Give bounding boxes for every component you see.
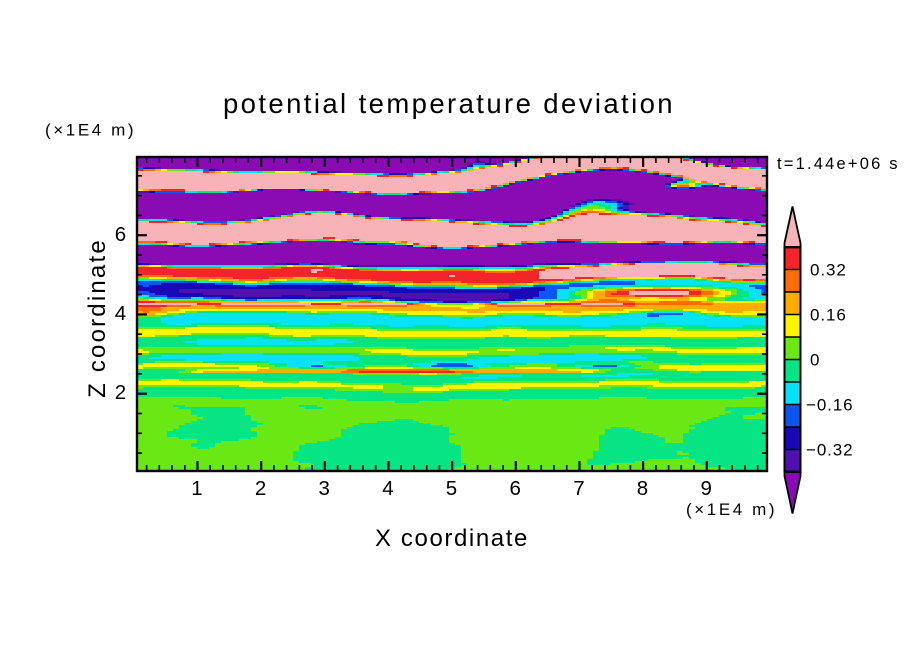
svg-text:0.32: 0.32 xyxy=(810,261,847,280)
svg-text:1: 1 xyxy=(191,477,204,500)
svg-text:−0.32: −0.32 xyxy=(806,441,854,460)
svg-text:4: 4 xyxy=(115,302,128,325)
svg-text:(×1E4 m): (×1E4 m) xyxy=(686,500,777,519)
svg-text:Z coordinate: Z coordinate xyxy=(84,238,111,398)
svg-text:8: 8 xyxy=(637,477,650,500)
svg-text:t=1.44e+06 s: t=1.44e+06 s xyxy=(777,155,900,173)
svg-text:2: 2 xyxy=(115,381,128,404)
svg-text:4: 4 xyxy=(382,477,395,500)
svg-text:0.16: 0.16 xyxy=(810,306,847,325)
svg-text:potential temperature deviat: potential temperature deviation xyxy=(223,88,675,119)
svg-text:X coordinate: X coordinate xyxy=(375,525,529,552)
svg-text:0: 0 xyxy=(810,351,820,370)
svg-text:6: 6 xyxy=(509,477,522,500)
svg-text:6: 6 xyxy=(115,223,128,246)
svg-text:5: 5 xyxy=(446,477,459,500)
svg-text:7: 7 xyxy=(573,477,586,500)
svg-text:3: 3 xyxy=(318,477,331,500)
svg-text:9: 9 xyxy=(700,477,713,500)
svg-text:(×1E4 m): (×1E4 m) xyxy=(45,121,136,140)
svg-text:−0.16: −0.16 xyxy=(806,396,854,415)
svg-text:2: 2 xyxy=(255,477,268,500)
